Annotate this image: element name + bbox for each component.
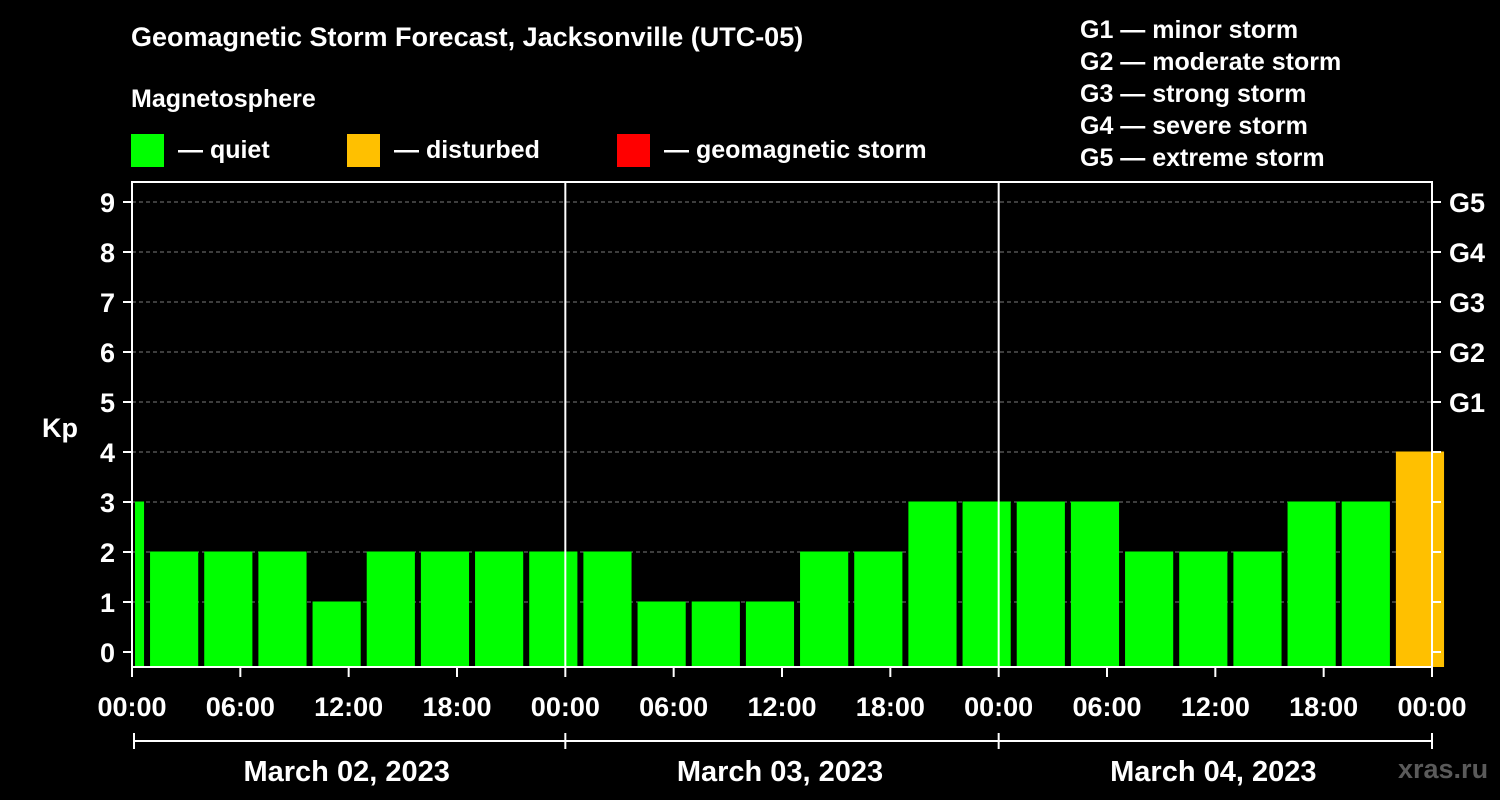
x-tick-label: 00:00 xyxy=(964,692,1033,722)
x-tick-label: 06:00 xyxy=(639,692,708,722)
kp-bar xyxy=(312,601,361,667)
storm-level-label: G5 xyxy=(1449,188,1485,218)
kp-bar xyxy=(637,601,686,667)
legend-storm: — geomagnetic storm xyxy=(617,133,927,167)
kp-bar xyxy=(1341,501,1390,667)
y-tick-label: 4 xyxy=(100,438,115,468)
kp-bar xyxy=(745,601,795,667)
x-tick-label: 00:00 xyxy=(1397,692,1466,722)
legend-quiet: — quiet xyxy=(131,133,270,167)
y-tick-label: 3 xyxy=(100,488,115,518)
kp-bar xyxy=(962,501,1011,667)
storm-level-label: G3 xyxy=(1449,288,1485,318)
kp-bar xyxy=(691,601,740,667)
storm-level-label: G2 xyxy=(1449,338,1485,368)
x-tick-label: 00:00 xyxy=(531,692,600,722)
y-tick-label: 8 xyxy=(100,238,115,268)
watermark: xras.ru xyxy=(1398,754,1489,784)
legend-quiet-label: — quiet xyxy=(178,135,270,164)
kp-bar xyxy=(1233,551,1282,667)
y-tick-label: 1 xyxy=(100,588,115,618)
kp-bar xyxy=(1125,551,1174,667)
kp-bar xyxy=(1016,501,1065,667)
y-tick-label: 9 xyxy=(100,188,115,218)
kp-bar xyxy=(204,551,253,667)
kp-bar xyxy=(135,501,145,667)
x-tick-label: 18:00 xyxy=(422,692,491,722)
kp-bar xyxy=(366,551,415,667)
y-axis-label: Kp xyxy=(42,413,78,443)
kp-bar xyxy=(150,551,199,667)
date-label: March 03, 2023 xyxy=(677,756,883,788)
x-tick-label: 06:00 xyxy=(1072,692,1141,722)
legend-disturbed: — disturbed xyxy=(347,133,540,167)
kp-bar xyxy=(258,551,307,667)
y-tick-label: 2 xyxy=(100,538,115,568)
kp-bar xyxy=(908,501,957,667)
storm-scale-g4: G4 — severe storm xyxy=(1080,112,1308,140)
kp-bar xyxy=(420,551,470,667)
kp-bar xyxy=(1287,501,1336,667)
x-tick-label: 18:00 xyxy=(856,692,925,722)
y-tick-label: 7 xyxy=(100,288,115,318)
kp-bar xyxy=(800,551,849,667)
kp-bar xyxy=(529,551,578,667)
kp-bar xyxy=(583,551,632,667)
date-label: March 04, 2023 xyxy=(1110,756,1316,788)
legend-disturbed-swatch xyxy=(347,133,380,167)
storm-scale-g2: G2 — moderate storm xyxy=(1080,48,1342,76)
legend-storm-swatch xyxy=(617,133,650,167)
kp-bar xyxy=(1179,551,1228,667)
kp-bar xyxy=(1070,501,1120,667)
storm-level-label: G4 xyxy=(1449,238,1485,268)
legend-subtitle: Magnetosphere xyxy=(131,85,316,113)
x-tick-label: 12:00 xyxy=(314,692,383,722)
x-tick-label: 06:00 xyxy=(206,692,275,722)
storm-scale-legend: G1 — minor storm G2 — moderate storm G3 … xyxy=(1080,14,1341,174)
x-tick-label: 00:00 xyxy=(97,692,166,722)
legend-quiet-swatch xyxy=(131,133,164,167)
storm-level-label: G1 xyxy=(1449,388,1485,418)
x-tick-label: 12:00 xyxy=(747,692,816,722)
kp-bar xyxy=(1395,451,1445,667)
x-tick-label: 18:00 xyxy=(1289,692,1358,722)
legend-storm-label: — geomagnetic storm xyxy=(664,135,927,164)
chart-title: Geomagnetic Storm Forecast, Jacksonville… xyxy=(131,22,804,52)
y-tick-label: 6 xyxy=(100,338,115,368)
x-tick-label: 12:00 xyxy=(1181,692,1250,722)
date-label: March 02, 2023 xyxy=(243,756,449,788)
kp-bar xyxy=(854,551,903,667)
y-tick-label: 0 xyxy=(100,638,115,668)
kp-bar xyxy=(475,551,524,667)
storm-scale-g5: G5 — extreme storm xyxy=(1080,144,1325,172)
legend-disturbed-label: — disturbed xyxy=(394,135,540,164)
y-tick-label: 5 xyxy=(100,388,115,418)
storm-scale-g1: G1 — minor storm xyxy=(1080,16,1299,44)
storm-scale-g3: G3 — strong storm xyxy=(1080,80,1307,108)
